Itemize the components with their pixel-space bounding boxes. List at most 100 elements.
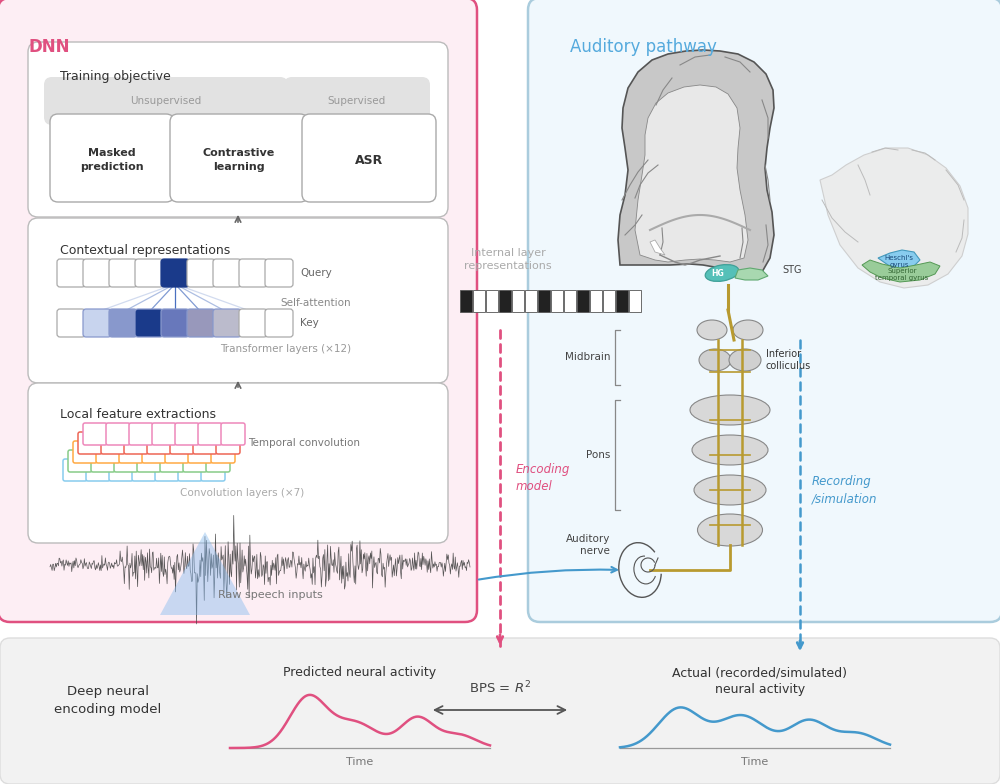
- Bar: [512, 290, 524, 312]
- FancyBboxPatch shape: [265, 309, 293, 337]
- Text: HG: HG: [712, 268, 724, 278]
- FancyBboxPatch shape: [188, 441, 212, 463]
- Text: Temporal convolution: Temporal convolution: [248, 438, 360, 448]
- FancyBboxPatch shape: [109, 309, 137, 337]
- FancyBboxPatch shape: [135, 259, 163, 287]
- FancyBboxPatch shape: [50, 114, 174, 202]
- Text: Recording
/simulation: Recording /simulation: [812, 475, 878, 505]
- Bar: [577, 290, 589, 312]
- Text: Query: Query: [300, 268, 332, 278]
- FancyBboxPatch shape: [124, 432, 148, 454]
- Ellipse shape: [729, 349, 761, 371]
- Ellipse shape: [699, 349, 731, 371]
- Text: Masked
prediction: Masked prediction: [80, 148, 144, 172]
- Ellipse shape: [697, 320, 727, 340]
- FancyBboxPatch shape: [86, 459, 110, 481]
- Bar: [590, 290, 602, 312]
- Text: Predicted neural activity: Predicted neural activity: [283, 666, 437, 679]
- FancyBboxPatch shape: [152, 423, 176, 445]
- Text: Deep neural
encoding model: Deep neural encoding model: [54, 684, 162, 716]
- FancyBboxPatch shape: [28, 218, 448, 383]
- FancyBboxPatch shape: [73, 441, 97, 463]
- Text: Self-attention: Self-attention: [280, 298, 351, 308]
- Text: Superior
temporal gyrus: Superior temporal gyrus: [875, 267, 929, 281]
- Ellipse shape: [692, 435, 768, 465]
- Polygon shape: [650, 240, 665, 255]
- FancyBboxPatch shape: [187, 259, 215, 287]
- FancyBboxPatch shape: [284, 77, 430, 125]
- FancyBboxPatch shape: [68, 450, 92, 472]
- Bar: [499, 290, 511, 312]
- FancyBboxPatch shape: [213, 259, 241, 287]
- FancyBboxPatch shape: [161, 309, 189, 337]
- Text: Heschl's
gyrus: Heschl's gyrus: [885, 255, 914, 267]
- FancyBboxPatch shape: [183, 450, 207, 472]
- Text: ASR: ASR: [355, 154, 383, 166]
- Bar: [629, 290, 641, 312]
- Text: Actual (recorded/simulated)
neural activity: Actual (recorded/simulated) neural activ…: [672, 666, 848, 695]
- Ellipse shape: [698, 514, 763, 546]
- FancyBboxPatch shape: [96, 441, 120, 463]
- Bar: [538, 290, 550, 312]
- Polygon shape: [735, 268, 768, 280]
- Text: Auditory pathway: Auditory pathway: [570, 38, 717, 56]
- FancyBboxPatch shape: [221, 423, 245, 445]
- Bar: [486, 290, 498, 312]
- FancyBboxPatch shape: [528, 0, 1000, 622]
- FancyBboxPatch shape: [132, 459, 156, 481]
- Text: BPS = $R^2$: BPS = $R^2$: [469, 680, 531, 696]
- FancyBboxPatch shape: [239, 259, 267, 287]
- Text: Unsupervised: Unsupervised: [130, 96, 202, 106]
- FancyBboxPatch shape: [137, 450, 161, 472]
- FancyBboxPatch shape: [83, 309, 111, 337]
- Bar: [525, 290, 537, 312]
- Text: Time: Time: [346, 757, 374, 767]
- Text: Transformer layers (×12): Transformer layers (×12): [220, 344, 351, 354]
- Bar: [564, 290, 576, 312]
- FancyBboxPatch shape: [175, 423, 199, 445]
- Polygon shape: [160, 532, 250, 615]
- Polygon shape: [618, 50, 774, 275]
- Text: Local feature extractions: Local feature extractions: [60, 408, 216, 421]
- FancyBboxPatch shape: [83, 423, 107, 445]
- FancyBboxPatch shape: [170, 432, 194, 454]
- FancyBboxPatch shape: [129, 423, 153, 445]
- Text: STG: STG: [782, 265, 802, 275]
- FancyBboxPatch shape: [142, 441, 166, 463]
- FancyBboxPatch shape: [57, 309, 85, 337]
- Text: Contrastive
learning: Contrastive learning: [203, 148, 275, 172]
- Polygon shape: [820, 148, 968, 288]
- FancyBboxPatch shape: [160, 450, 184, 472]
- FancyBboxPatch shape: [216, 432, 240, 454]
- FancyBboxPatch shape: [213, 309, 241, 337]
- FancyBboxPatch shape: [211, 441, 235, 463]
- Text: Key: Key: [300, 318, 319, 328]
- FancyBboxPatch shape: [165, 441, 189, 463]
- FancyBboxPatch shape: [161, 259, 189, 287]
- Text: Contextual representations: Contextual representations: [60, 244, 230, 257]
- FancyBboxPatch shape: [0, 0, 477, 622]
- Ellipse shape: [705, 264, 739, 281]
- Bar: [460, 290, 472, 312]
- Ellipse shape: [694, 475, 766, 505]
- FancyBboxPatch shape: [101, 432, 125, 454]
- FancyBboxPatch shape: [170, 114, 308, 202]
- FancyBboxPatch shape: [147, 432, 171, 454]
- FancyBboxPatch shape: [114, 450, 138, 472]
- FancyBboxPatch shape: [206, 450, 230, 472]
- FancyBboxPatch shape: [109, 259, 137, 287]
- Ellipse shape: [733, 320, 763, 340]
- Text: Training objective: Training objective: [60, 70, 171, 83]
- Bar: [603, 290, 615, 312]
- Text: Internal layer
representations: Internal layer representations: [464, 248, 552, 271]
- Bar: [616, 290, 628, 312]
- FancyBboxPatch shape: [0, 638, 1000, 784]
- FancyBboxPatch shape: [265, 259, 293, 287]
- FancyBboxPatch shape: [119, 441, 143, 463]
- Text: Convolution layers (×7): Convolution layers (×7): [180, 488, 304, 498]
- FancyBboxPatch shape: [83, 259, 111, 287]
- FancyBboxPatch shape: [239, 309, 267, 337]
- Text: Time: Time: [741, 757, 769, 767]
- Text: Raw speech inputs: Raw speech inputs: [218, 590, 322, 600]
- FancyBboxPatch shape: [109, 459, 133, 481]
